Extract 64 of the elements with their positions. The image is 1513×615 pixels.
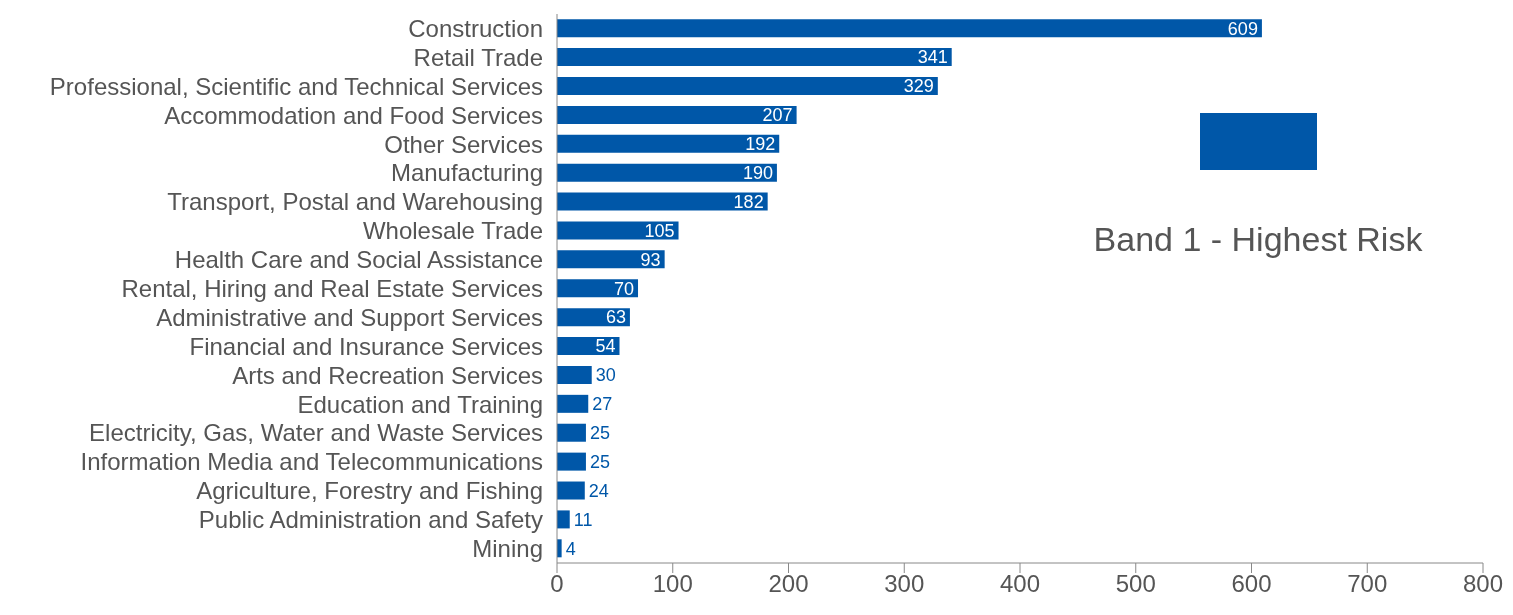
y-tick-label: Retail Trade xyxy=(413,43,543,71)
data-label: 105 xyxy=(644,220,675,241)
data-label: 54 xyxy=(595,336,616,357)
y-tick-label: Information Media and Telecommunications xyxy=(80,448,543,476)
x-tick-label: 300 xyxy=(884,570,925,598)
data-label: 24 xyxy=(588,480,609,501)
bar xyxy=(557,105,797,124)
data-label: 30 xyxy=(595,365,616,386)
data-label: 207 xyxy=(762,105,793,126)
y-tick-label: Manufacturing xyxy=(390,159,543,187)
data-label: 341 xyxy=(917,47,948,68)
bar xyxy=(557,192,768,211)
data-label: 11 xyxy=(573,509,593,530)
x-tick-label: 700 xyxy=(1347,570,1388,598)
y-tick-label: Professional, Scientific and Technical Services xyxy=(49,72,543,100)
y-tick-label: Agriculture, Forestry and Fishing xyxy=(196,477,543,505)
x-tick-label: 400 xyxy=(999,570,1041,598)
bar xyxy=(557,452,586,471)
data-label: 27 xyxy=(592,394,613,415)
y-tick-label: Financial and Insurance Services xyxy=(189,332,543,360)
bar xyxy=(557,394,589,413)
y-tick-label: Health Care and Social Assistance xyxy=(174,246,543,274)
bar xyxy=(557,221,679,240)
y-tick-label: Wholesale Trade xyxy=(362,217,543,245)
x-tick-label: 100 xyxy=(652,570,693,598)
y-tick-label: Other Services xyxy=(384,130,543,158)
bar xyxy=(557,76,938,95)
bar xyxy=(557,423,586,442)
data-label: 63 xyxy=(605,307,626,328)
bar xyxy=(557,19,1262,38)
y-tick-label: Transport, Postal and Warehousing xyxy=(167,188,543,216)
x-tick-label: 200 xyxy=(768,570,809,598)
x-tick-label: 600 xyxy=(1231,570,1272,598)
y-tick-label: Public Administration and Safety xyxy=(198,506,543,534)
y-tick-label: Arts and Recreation Services xyxy=(232,361,543,389)
bar xyxy=(557,510,570,529)
bar xyxy=(557,481,585,500)
data-label: 25 xyxy=(589,423,610,444)
y-tick-label: Education and Training xyxy=(297,390,543,418)
data-label: 192 xyxy=(745,134,776,155)
y-tick-label: Mining xyxy=(472,535,543,563)
y-tick-label: Administrative and Support Services xyxy=(156,303,543,331)
bar xyxy=(557,134,780,153)
data-label: 70 xyxy=(613,278,635,299)
x-tick-label: 500 xyxy=(1115,570,1156,598)
x-tick-label: 800 xyxy=(1462,570,1504,598)
bar xyxy=(557,250,665,269)
bar xyxy=(557,48,952,67)
y-tick-label: Rental, Hiring and Real Estate Services xyxy=(121,275,543,303)
data-label: 93 xyxy=(640,249,661,270)
data-label: 4 xyxy=(565,538,576,559)
bar xyxy=(557,365,592,384)
y-tick-label: Electricity, Gas, Water and Waste Services xyxy=(89,419,543,447)
data-label: 329 xyxy=(903,76,934,97)
data-label: 190 xyxy=(742,162,773,183)
text: Band 1 - Highest Risk xyxy=(1092,220,1424,259)
bar xyxy=(557,279,639,298)
data-label: 609 xyxy=(1227,18,1258,39)
y-tick-label: Accommodation and Food Services xyxy=(164,101,543,129)
bar xyxy=(557,163,777,182)
x-tick-label: 0 xyxy=(550,570,564,598)
data-label: 25 xyxy=(589,451,610,472)
y-tick-label: Construction xyxy=(408,14,543,42)
data-label: 182 xyxy=(733,191,764,212)
